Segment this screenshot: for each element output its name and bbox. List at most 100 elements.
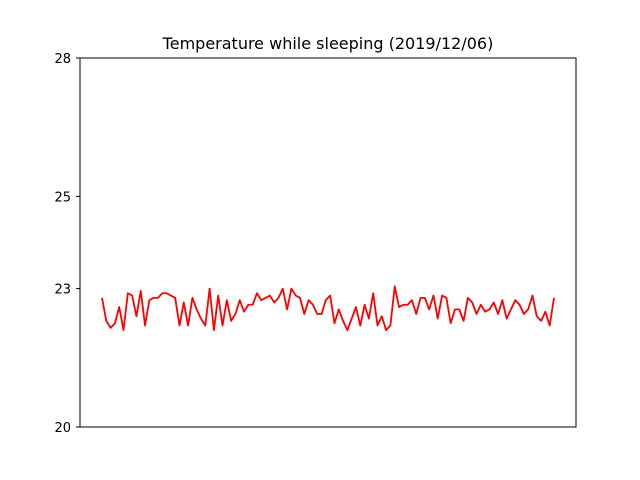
temperature-data-point (385, 329, 387, 331)
temperature-data-point (265, 297, 267, 299)
temperature-data-point (110, 327, 112, 329)
temperature-data-point (105, 320, 107, 322)
temperature-data-point (157, 297, 159, 299)
temperature-data-point (484, 311, 486, 313)
temperature-data-point (148, 299, 150, 301)
temperature-data-point (114, 322, 116, 324)
temperature-data-point (187, 325, 189, 327)
temperature-data-point (415, 313, 417, 315)
temperature-data-point (488, 308, 490, 310)
temperature-data-point (364, 304, 366, 306)
y-tick-label: 28 (54, 52, 71, 67)
temperature-data-point (217, 295, 219, 297)
temperature-data-point (329, 295, 331, 297)
temperature-data-point (127, 292, 129, 294)
chart-title: Temperature while sleeping (2019/12/06) (162, 34, 494, 53)
temperature-data-point (234, 313, 236, 315)
temperature-data-point (549, 325, 551, 327)
temperature-data-point (441, 295, 443, 297)
temperature-data-point (437, 318, 439, 320)
temperature-data-point (377, 325, 379, 327)
temperature-data-point (506, 318, 508, 320)
temperature-data-point (303, 313, 305, 315)
temperature-data-point (497, 313, 499, 315)
y-tick-label: 20 (54, 421, 71, 436)
temperature-data-point (359, 325, 361, 327)
temperature-data-point (381, 315, 383, 317)
temperature-data-point (209, 288, 211, 290)
temperature-data-point (161, 292, 163, 294)
temperature-data-point (338, 308, 340, 310)
temperature-data-point (398, 306, 400, 308)
temperature-data-point (230, 320, 232, 322)
temperature-data-point (153, 297, 155, 299)
temperature-data-point (407, 304, 409, 306)
temperature-data-point (256, 292, 258, 294)
temperature-data-point (239, 299, 241, 301)
temperature-data-point (346, 329, 348, 331)
temperature-data-point (368, 318, 370, 320)
plot-area-frame (79, 57, 577, 428)
temperature-data-point (372, 292, 374, 294)
temperature-data-point (544, 311, 546, 313)
temperature-data-point (260, 299, 262, 301)
temperature-data-point (424, 297, 426, 299)
temperature-data-point (191, 297, 193, 299)
temperature-data-point (527, 308, 529, 310)
temperature-data-point (222, 325, 224, 327)
temperature-series-line (101, 285, 555, 332)
temperature-data-point (183, 301, 185, 303)
temperature-data-point (213, 329, 215, 331)
temperature-data-point (463, 320, 465, 322)
temperature-data-point (226, 299, 228, 301)
temperature-data-point (170, 295, 172, 297)
temperature-data-point (428, 308, 430, 310)
temperature-data-point (402, 304, 404, 306)
y-tick-label: 23 (54, 283, 71, 298)
temperature-data-point (290, 288, 292, 290)
temperature-data-point (299, 297, 301, 299)
temperature-data-point (118, 306, 120, 308)
temperature-data-point (471, 301, 473, 303)
temperature-data-point (333, 322, 335, 324)
temperature-data-point (308, 299, 310, 301)
temperature-data-point (519, 304, 521, 306)
y-tick-label: 25 (54, 190, 71, 205)
temperature-data-point (247, 304, 249, 306)
temperature-data-point (286, 308, 288, 310)
temperature-data-point (454, 308, 456, 310)
temperature-data-point (467, 297, 469, 299)
temperature-data-point (243, 311, 245, 313)
temperature-data-point (144, 325, 146, 327)
temperature-data-point (493, 301, 495, 303)
temperature-data-point (514, 299, 516, 301)
temperature-data-point (476, 313, 478, 315)
temperature-data-point (394, 285, 396, 287)
temperature-data-point (540, 320, 542, 322)
temperature-data-point (389, 325, 391, 327)
temperature-data-point (458, 308, 460, 310)
temperature-data-point (480, 304, 482, 306)
temperature-data-point (204, 325, 206, 327)
temperature-data-point (277, 297, 279, 299)
temperature-data-point (295, 295, 297, 297)
y-axis: 20 23 25 28 (54, 52, 80, 436)
temperature-data-point (135, 315, 137, 317)
temperature-data-point (445, 297, 447, 299)
temperature-data-point (101, 297, 103, 299)
temperature-data-point (131, 295, 133, 297)
temperature-data-point (140, 290, 142, 292)
temperature-data-point (282, 288, 284, 290)
temperature-data-point (342, 320, 344, 322)
temperature-data-point (174, 297, 176, 299)
temperature-data-point (312, 304, 314, 306)
temperature-data-point (536, 315, 538, 317)
temperature-data-point (355, 306, 357, 308)
temperature-data-point (411, 299, 413, 301)
temperature-data-point (269, 295, 271, 297)
temperature-data-point (432, 295, 434, 297)
temperature-data-point (273, 301, 275, 303)
temperature-data-point (166, 292, 168, 294)
temperature-data-point (123, 329, 125, 331)
